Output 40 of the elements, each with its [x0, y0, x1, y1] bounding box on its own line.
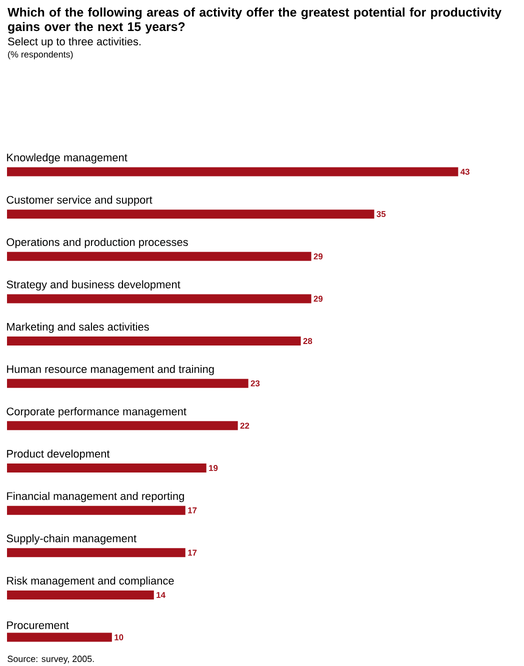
bar [7, 506, 186, 515]
y-tick-label: Operations and production processes [6, 238, 188, 248]
chart-subtitle: Select up to three activities. [8, 37, 140, 48]
data-label: 23 [250, 380, 260, 386]
chart-title: Which of the following areas of activity offer the greatest potential for productivity gains over the next 15 years? [8, 8, 502, 34]
y-tick-label: Supply-chain management [6, 534, 136, 544]
y-tick-label: Corporate performance management [6, 407, 186, 418]
y-tick-label: Human resource management and training [7, 364, 214, 376]
bar [7, 336, 301, 346]
bar [7, 464, 206, 473]
data-label: 35 [376, 211, 386, 218]
data-label: 17 [188, 550, 197, 556]
y-tick-label: Marketing and sales activities [7, 322, 149, 333]
y-tick-label: Knowledge management [7, 153, 128, 164]
bar [7, 632, 112, 642]
bar [7, 378, 248, 388]
y-tick-label: Procurement [7, 621, 69, 630]
bar [7, 421, 238, 430]
bar [7, 548, 186, 558]
data-label: 17 [188, 507, 197, 514]
data-label: 29 [314, 296, 323, 302]
data-label: 14 [156, 592, 166, 598]
bar [7, 252, 312, 261]
data-label: 19 [209, 465, 218, 471]
source-note: Source: survey, 2005. [8, 656, 94, 664]
text: (% respondents) [8, 50, 73, 60]
data-label: 10 [114, 634, 124, 640]
data-label: 22 [240, 422, 250, 429]
bar [7, 210, 374, 219]
y-tick-label: Customer service and support [6, 196, 152, 206]
data-label: 28 [303, 338, 312, 344]
bar [7, 167, 458, 176]
bar [7, 294, 312, 304]
y-tick-label: Risk management and compliance [7, 576, 174, 587]
data-label: 29 [314, 253, 323, 260]
bar [7, 590, 154, 600]
y-tick-label: Financial management and reporting [7, 492, 184, 502]
data-label: 43 [460, 168, 470, 175]
y-tick-label: Strategy and business development [6, 280, 180, 290]
y-tick-label: Product development [7, 450, 110, 460]
